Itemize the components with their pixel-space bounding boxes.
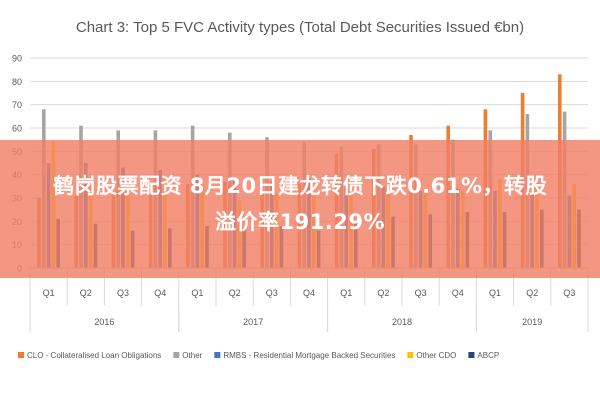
- x-tick-label: Q2: [377, 288, 389, 298]
- legend-label: Other CDO: [416, 351, 456, 360]
- legend-label: ABCP: [477, 351, 499, 360]
- x-tick-label: Q2: [229, 288, 241, 298]
- x-tick-label: Q1: [489, 288, 501, 298]
- year-label: 2018: [392, 317, 412, 327]
- year-label: 2019: [522, 317, 542, 327]
- x-tick-label: Q1: [191, 288, 203, 298]
- legend-swatch: [468, 352, 475, 358]
- legend-swatch: [18, 352, 24, 358]
- x-tick-label: Q1: [340, 288, 352, 298]
- chart-title: Chart 3: Top 5 FVC Activity types (Total…: [76, 19, 524, 36]
- x-tick-label: Q3: [117, 288, 129, 298]
- year-label: 2016: [94, 317, 114, 327]
- x-tick-label: Q3: [266, 288, 278, 298]
- legend: CLO - Collateralised Loan Obligations Oth…: [18, 351, 499, 360]
- y-tick-label: 80: [12, 77, 22, 87]
- x-tick-label: Q1: [43, 288, 55, 298]
- x-tick-label: Q3: [415, 288, 427, 298]
- legend-swatch: [214, 352, 221, 358]
- legend-swatch: [407, 352, 414, 358]
- legend-label: RMBS - Residential Mortgage Backed Secur…: [223, 351, 395, 360]
- legend-label: Other: [182, 351, 202, 360]
- legend-swatch: [173, 352, 180, 358]
- x-tick-label: Q2: [80, 288, 92, 298]
- y-tick-label: 90: [12, 54, 22, 64]
- y-tick-label: 70: [12, 100, 22, 110]
- banner-text-line-2: 溢价率191.29%: [214, 210, 386, 234]
- x-tick-label: Q3: [563, 288, 575, 298]
- overlay-banner: [0, 140, 600, 278]
- banner-text-line-1: 鹤岗股票配资 8月20日建龙转债下跌0.61%，转股: [53, 174, 547, 198]
- x-tick-label: Q4: [452, 288, 464, 298]
- year-label: 2017: [243, 317, 263, 327]
- x-tick-label: Q4: [303, 288, 315, 298]
- x-tick-label: Q2: [526, 288, 538, 298]
- y-tick-label: 60: [12, 124, 22, 134]
- x-tick-label: Q4: [154, 288, 166, 298]
- legend-label: CLO - Collateralised Loan Obligations: [27, 351, 161, 360]
